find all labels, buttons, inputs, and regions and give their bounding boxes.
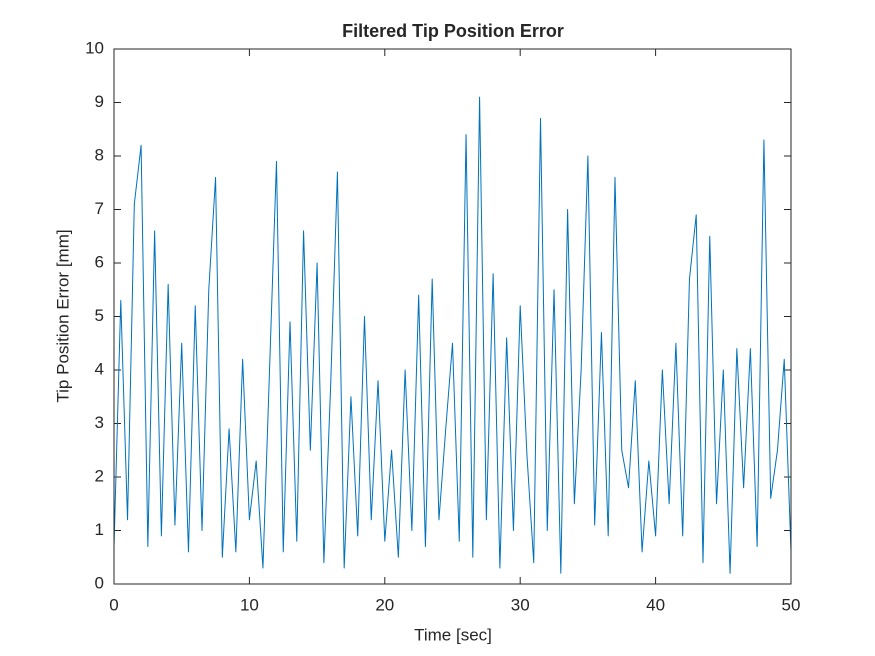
x-tick-label: 30 [511, 595, 530, 614]
y-tick-label: 9 [95, 92, 104, 111]
y-tick-label: 4 [95, 359, 104, 378]
x-tick-label: 50 [782, 595, 801, 614]
x-tick-label: 0 [109, 595, 118, 614]
y-tick-label: 6 [95, 252, 104, 271]
data-line [113, 96, 792, 574]
plot-frame [113, 48, 792, 585]
y-tick-label: 10 [85, 38, 104, 57]
y-tick-label: 8 [95, 145, 104, 164]
x-tick-label: 20 [375, 595, 394, 614]
y-tick-label: 7 [95, 199, 104, 218]
chart-title: Filtered Tip Position Error [342, 21, 564, 41]
y-tick-label: 5 [95, 306, 104, 325]
x-tick-label: 10 [240, 595, 259, 614]
y-tick-label: 2 [95, 466, 104, 485]
y-tick-label: 1 [95, 520, 104, 539]
x-tick-label: 40 [646, 595, 665, 614]
y-axis-label: Tip Position Error [mm] [53, 229, 72, 402]
y-tick-label: 3 [95, 413, 104, 432]
y-tick-label: 0 [95, 573, 104, 592]
x-axis-label: Time [sec] [414, 625, 492, 644]
